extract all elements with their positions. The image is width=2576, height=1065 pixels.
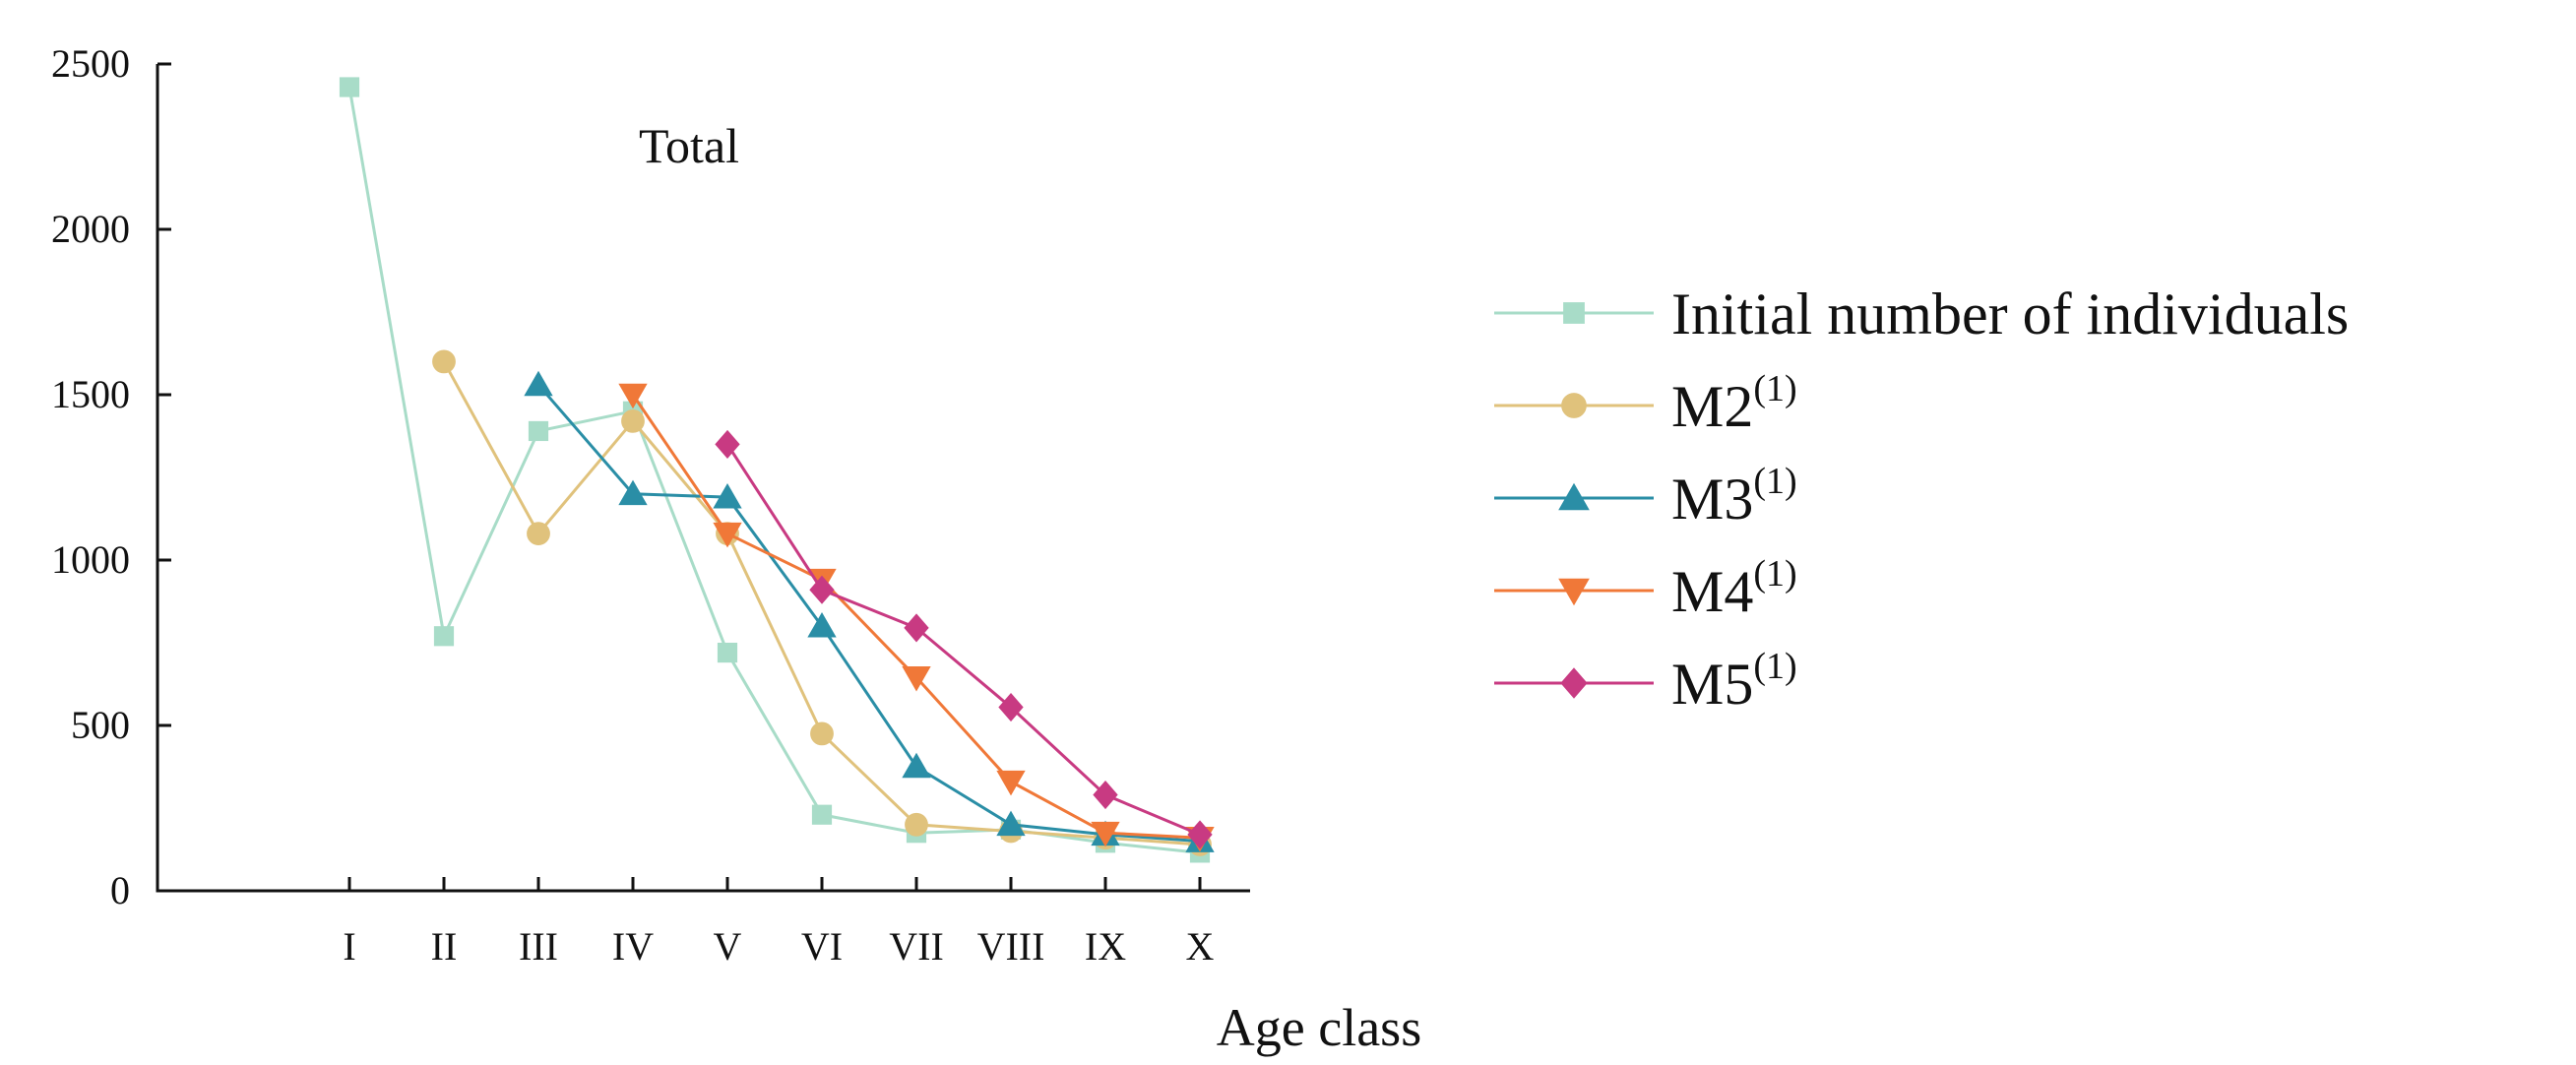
x-tick-label: II	[431, 924, 458, 969]
legend-item: M5(1)	[1494, 646, 1797, 717]
chart-title: Total	[639, 118, 739, 173]
legend-label: M3(1)	[1671, 461, 1797, 532]
legend-marker	[1558, 578, 1590, 606]
y-tick-label: 2500	[51, 41, 130, 86]
data-point	[433, 626, 455, 647]
data-point	[618, 479, 648, 506]
legend-label: M2(1)	[1671, 368, 1797, 439]
series-layer	[339, 77, 1215, 863]
data-point	[527, 522, 550, 546]
legend-label: M5(1)	[1671, 646, 1797, 717]
y-tick-label: 1500	[51, 372, 130, 416]
data-point	[905, 812, 928, 837]
legend-label-superscript: (1)	[1753, 461, 1796, 502]
legend-label: Initial number of individuals	[1671, 282, 2349, 346]
x-tick-label: IX	[1085, 924, 1126, 969]
data-point	[809, 575, 835, 604]
data-point	[713, 522, 742, 548]
x-tick-label: VIII	[977, 924, 1045, 969]
x-tick-label: X	[1186, 924, 1215, 969]
legend-marker	[1560, 667, 1588, 699]
legend-label-superscript: (1)	[1753, 646, 1796, 687]
x-tick-label: III	[519, 924, 558, 969]
data-point	[717, 642, 738, 663]
legend-item: M4(1)	[1494, 553, 1797, 624]
data-point	[811, 804, 833, 825]
y-tick-label: 1000	[51, 537, 130, 582]
data-point	[1093, 780, 1118, 810]
data-point	[339, 77, 360, 97]
x-tick-label: I	[343, 924, 355, 969]
y-tick-label: 0	[110, 868, 130, 912]
data-point	[1187, 820, 1213, 849]
legend-label: M4(1)	[1671, 553, 1797, 624]
legend-marker	[1563, 302, 1585, 324]
data-point	[807, 611, 837, 638]
data-point	[998, 692, 1024, 722]
data-point	[621, 408, 645, 433]
data-point	[1091, 821, 1120, 847]
data-point	[996, 810, 1026, 837]
legend-item: Initial number of individuals	[1494, 282, 2349, 346]
data-point	[528, 420, 549, 442]
legend-marker	[1558, 482, 1590, 511]
series-line	[536, 383, 1201, 844]
data-point	[715, 429, 740, 459]
legend: Initial number of individuals M2(1) M3(1) M…	[1494, 282, 2349, 717]
y-tick-label: 500	[71, 703, 130, 747]
data-point	[713, 482, 742, 509]
legend-item: M2(1)	[1494, 368, 1797, 439]
legend-item: M3(1)	[1494, 461, 1797, 532]
series-1	[339, 77, 1211, 863]
legend-marker	[1561, 393, 1587, 418]
series-line	[347, 87, 1201, 854]
x-tick-label: V	[714, 924, 742, 969]
x-tick-label: VI	[801, 924, 843, 969]
data-point	[902, 752, 931, 779]
data-point	[902, 665, 931, 692]
series-line	[725, 443, 1201, 837]
y-tick-label: 2000	[51, 207, 130, 251]
x-tick-label: VII	[889, 924, 944, 969]
x-tick-label: IV	[612, 924, 654, 969]
data-point	[810, 721, 834, 746]
legend-label-superscript: (1)	[1753, 553, 1796, 595]
x-axis-label: Age class	[1217, 998, 1421, 1057]
data-point	[996, 770, 1026, 796]
legend-label-superscript: (1)	[1753, 368, 1796, 409]
series-5	[715, 429, 1213, 849]
data-point	[524, 370, 553, 397]
data-point	[904, 613, 929, 643]
data-point	[618, 383, 648, 409]
data-point	[432, 349, 456, 374]
